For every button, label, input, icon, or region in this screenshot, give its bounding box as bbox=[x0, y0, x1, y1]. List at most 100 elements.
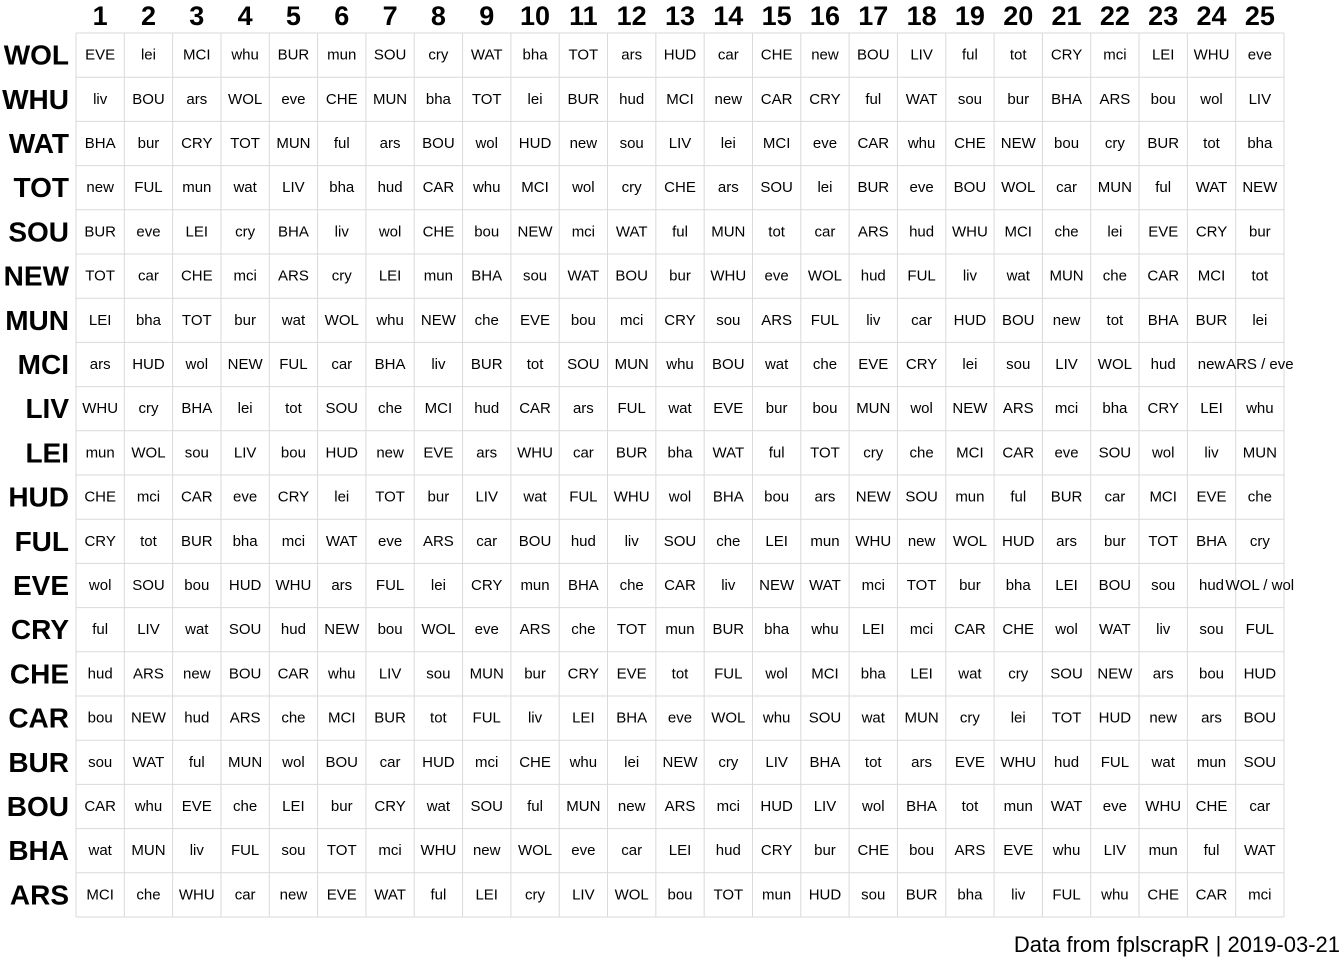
fixture-cell: wol bbox=[88, 577, 112, 594]
row-header-team: CHE bbox=[10, 658, 69, 689]
fixture-cell: LIV bbox=[1055, 356, 1078, 373]
fixture-cell: liv bbox=[431, 356, 446, 373]
fixture-cell: ars bbox=[815, 489, 836, 506]
fixture-cell: LIV bbox=[814, 798, 837, 815]
fixture-cell: ARS bbox=[423, 533, 454, 550]
fixture-cell: LIV bbox=[282, 179, 305, 196]
column-header-gameweek: 12 bbox=[617, 1, 647, 31]
fixture-cell: WAT bbox=[1051, 798, 1083, 815]
fixture-cell: BHA bbox=[810, 754, 841, 771]
fixture-cell: che bbox=[571, 621, 595, 638]
row-header-team: SOU bbox=[8, 216, 69, 247]
fixture-cell: mci bbox=[137, 489, 160, 506]
fixture-cell: MCI bbox=[521, 179, 549, 196]
fixture-cell: liv bbox=[866, 312, 881, 329]
fixture-cell: cry bbox=[428, 47, 448, 64]
fixture-cell: CAR bbox=[1196, 886, 1228, 903]
fixture-cell: WHU bbox=[179, 886, 215, 903]
fixture-cell: whu bbox=[665, 356, 694, 373]
fixture-cell: mci bbox=[1055, 400, 1078, 417]
fixture-cell: ars bbox=[186, 91, 207, 108]
fixture-cell: EVE bbox=[858, 356, 888, 373]
fixture-cell: BHA bbox=[616, 710, 647, 727]
fixture-cell: cry bbox=[332, 268, 352, 285]
fixture-cell: BOU bbox=[1099, 577, 1132, 594]
fixture-cell: ARS bbox=[1003, 400, 1034, 417]
fixture-cell: new bbox=[1198, 356, 1226, 373]
fixture-cell: SOU bbox=[1244, 754, 1277, 771]
fixture-cell: lei bbox=[721, 135, 736, 152]
fixture-cell: BOU bbox=[857, 47, 890, 64]
fixture-cell: tot bbox=[1107, 312, 1125, 329]
fixture-cell: WAT bbox=[809, 577, 841, 594]
fixture-cell: lei bbox=[817, 179, 832, 196]
fixture-cell: whu bbox=[1052, 842, 1081, 859]
fixture-cell: WOL bbox=[228, 91, 262, 108]
fixture-cell: TOT bbox=[713, 886, 743, 903]
fixture-cell: liv bbox=[1011, 886, 1026, 903]
fixture-cell: eve bbox=[475, 621, 499, 638]
row-header-team: FUL bbox=[15, 526, 69, 557]
fixture-cell: TOT bbox=[810, 444, 840, 461]
fixture-cell: car bbox=[1056, 179, 1077, 196]
fixture-cell: mci bbox=[910, 621, 933, 638]
fixture-cell: new bbox=[908, 533, 936, 550]
fixture-cell: SOU bbox=[809, 710, 842, 727]
fixture-cell: FUL bbox=[473, 710, 501, 727]
fixture-cell: BUR bbox=[1051, 489, 1083, 506]
fixture-cell: BHA bbox=[375, 356, 406, 373]
fixture-cell: cry bbox=[235, 223, 255, 240]
fixture-cell: HUD bbox=[809, 886, 842, 903]
fixture-cell: bha bbox=[426, 91, 452, 108]
fixture-cell: CHE bbox=[954, 135, 986, 152]
fixture-cell: che bbox=[1103, 268, 1127, 285]
fixture-cell: WHU bbox=[710, 268, 746, 285]
fixture-cell: FUL bbox=[1246, 621, 1274, 638]
fixture-cell: car bbox=[1249, 798, 1270, 815]
fixture-cell: TOT bbox=[1148, 533, 1178, 550]
fixture-cell: sou bbox=[426, 665, 450, 682]
fixture-cell: HUD bbox=[422, 754, 455, 771]
fixture-cell: NEW bbox=[759, 577, 795, 594]
fixture-cell: hud bbox=[571, 533, 596, 550]
fixture-cell: EVE bbox=[182, 798, 212, 815]
fixture-cell: CHE bbox=[84, 489, 116, 506]
column-header-gameweek: 2 bbox=[141, 1, 156, 31]
fixture-cell: mun bbox=[327, 47, 356, 64]
fixture-cell: whu bbox=[907, 135, 936, 152]
fixture-cell: MUN bbox=[276, 135, 310, 152]
fixture-cell: TOT bbox=[617, 621, 647, 638]
fixture-cell: BOU bbox=[615, 268, 648, 285]
fixture-cell: car bbox=[573, 444, 594, 461]
fixture-cell: lei bbox=[1107, 223, 1122, 240]
fixture-cell: tot bbox=[285, 400, 303, 417]
fixture-cell: WHU bbox=[952, 223, 988, 240]
column-header-gameweek: 16 bbox=[810, 1, 840, 31]
fixture-cell: ars bbox=[1056, 533, 1077, 550]
fixture-cell: BHA bbox=[568, 577, 599, 594]
fixture-cell: hud bbox=[184, 710, 209, 727]
fixture-cell: FUL bbox=[1101, 754, 1129, 771]
fixture-cell: car bbox=[815, 223, 836, 240]
fixture-cell: BUR bbox=[181, 533, 213, 550]
fixture-cell: whu bbox=[134, 798, 163, 815]
fixture-cell: MUN bbox=[373, 91, 407, 108]
fixture-cell: mci bbox=[1248, 886, 1271, 903]
fixture-cell: bha bbox=[1006, 577, 1032, 594]
fixture-cell: MCI bbox=[425, 400, 453, 417]
fixture-cell: CAR bbox=[664, 577, 696, 594]
fixture-cell: SOU bbox=[229, 621, 262, 638]
fixture-cell: CHE bbox=[1002, 621, 1034, 638]
fixture-cell: car bbox=[380, 754, 401, 771]
fixture-cell: LEI bbox=[862, 621, 885, 638]
fixture-cell: MUN bbox=[615, 356, 649, 373]
fixture-cell: LEI bbox=[379, 268, 402, 285]
fixture-cell: bur bbox=[1249, 223, 1271, 240]
fixture-cell: HUD bbox=[760, 798, 793, 815]
fixture-cell: MCI bbox=[666, 91, 694, 108]
fixture-cell: BOU bbox=[519, 533, 552, 550]
fixture-cell: wat bbox=[87, 842, 112, 859]
fixture-cell: sou bbox=[88, 754, 112, 771]
fixture-cell: eve bbox=[668, 710, 692, 727]
fixture-cell: wol bbox=[1054, 621, 1078, 638]
